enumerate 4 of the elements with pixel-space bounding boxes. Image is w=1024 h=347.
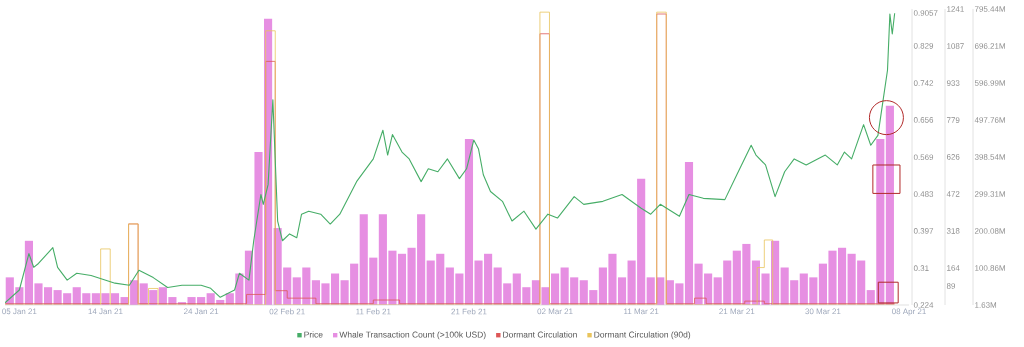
legend-label: Whale Transaction Count (>100k USD) (339, 331, 486, 340)
legend-label: Dormant Circulation (503, 331, 577, 338)
legend-label: Price (304, 331, 323, 338)
legend-label: Dormant Circulation (90d) (594, 331, 691, 340)
